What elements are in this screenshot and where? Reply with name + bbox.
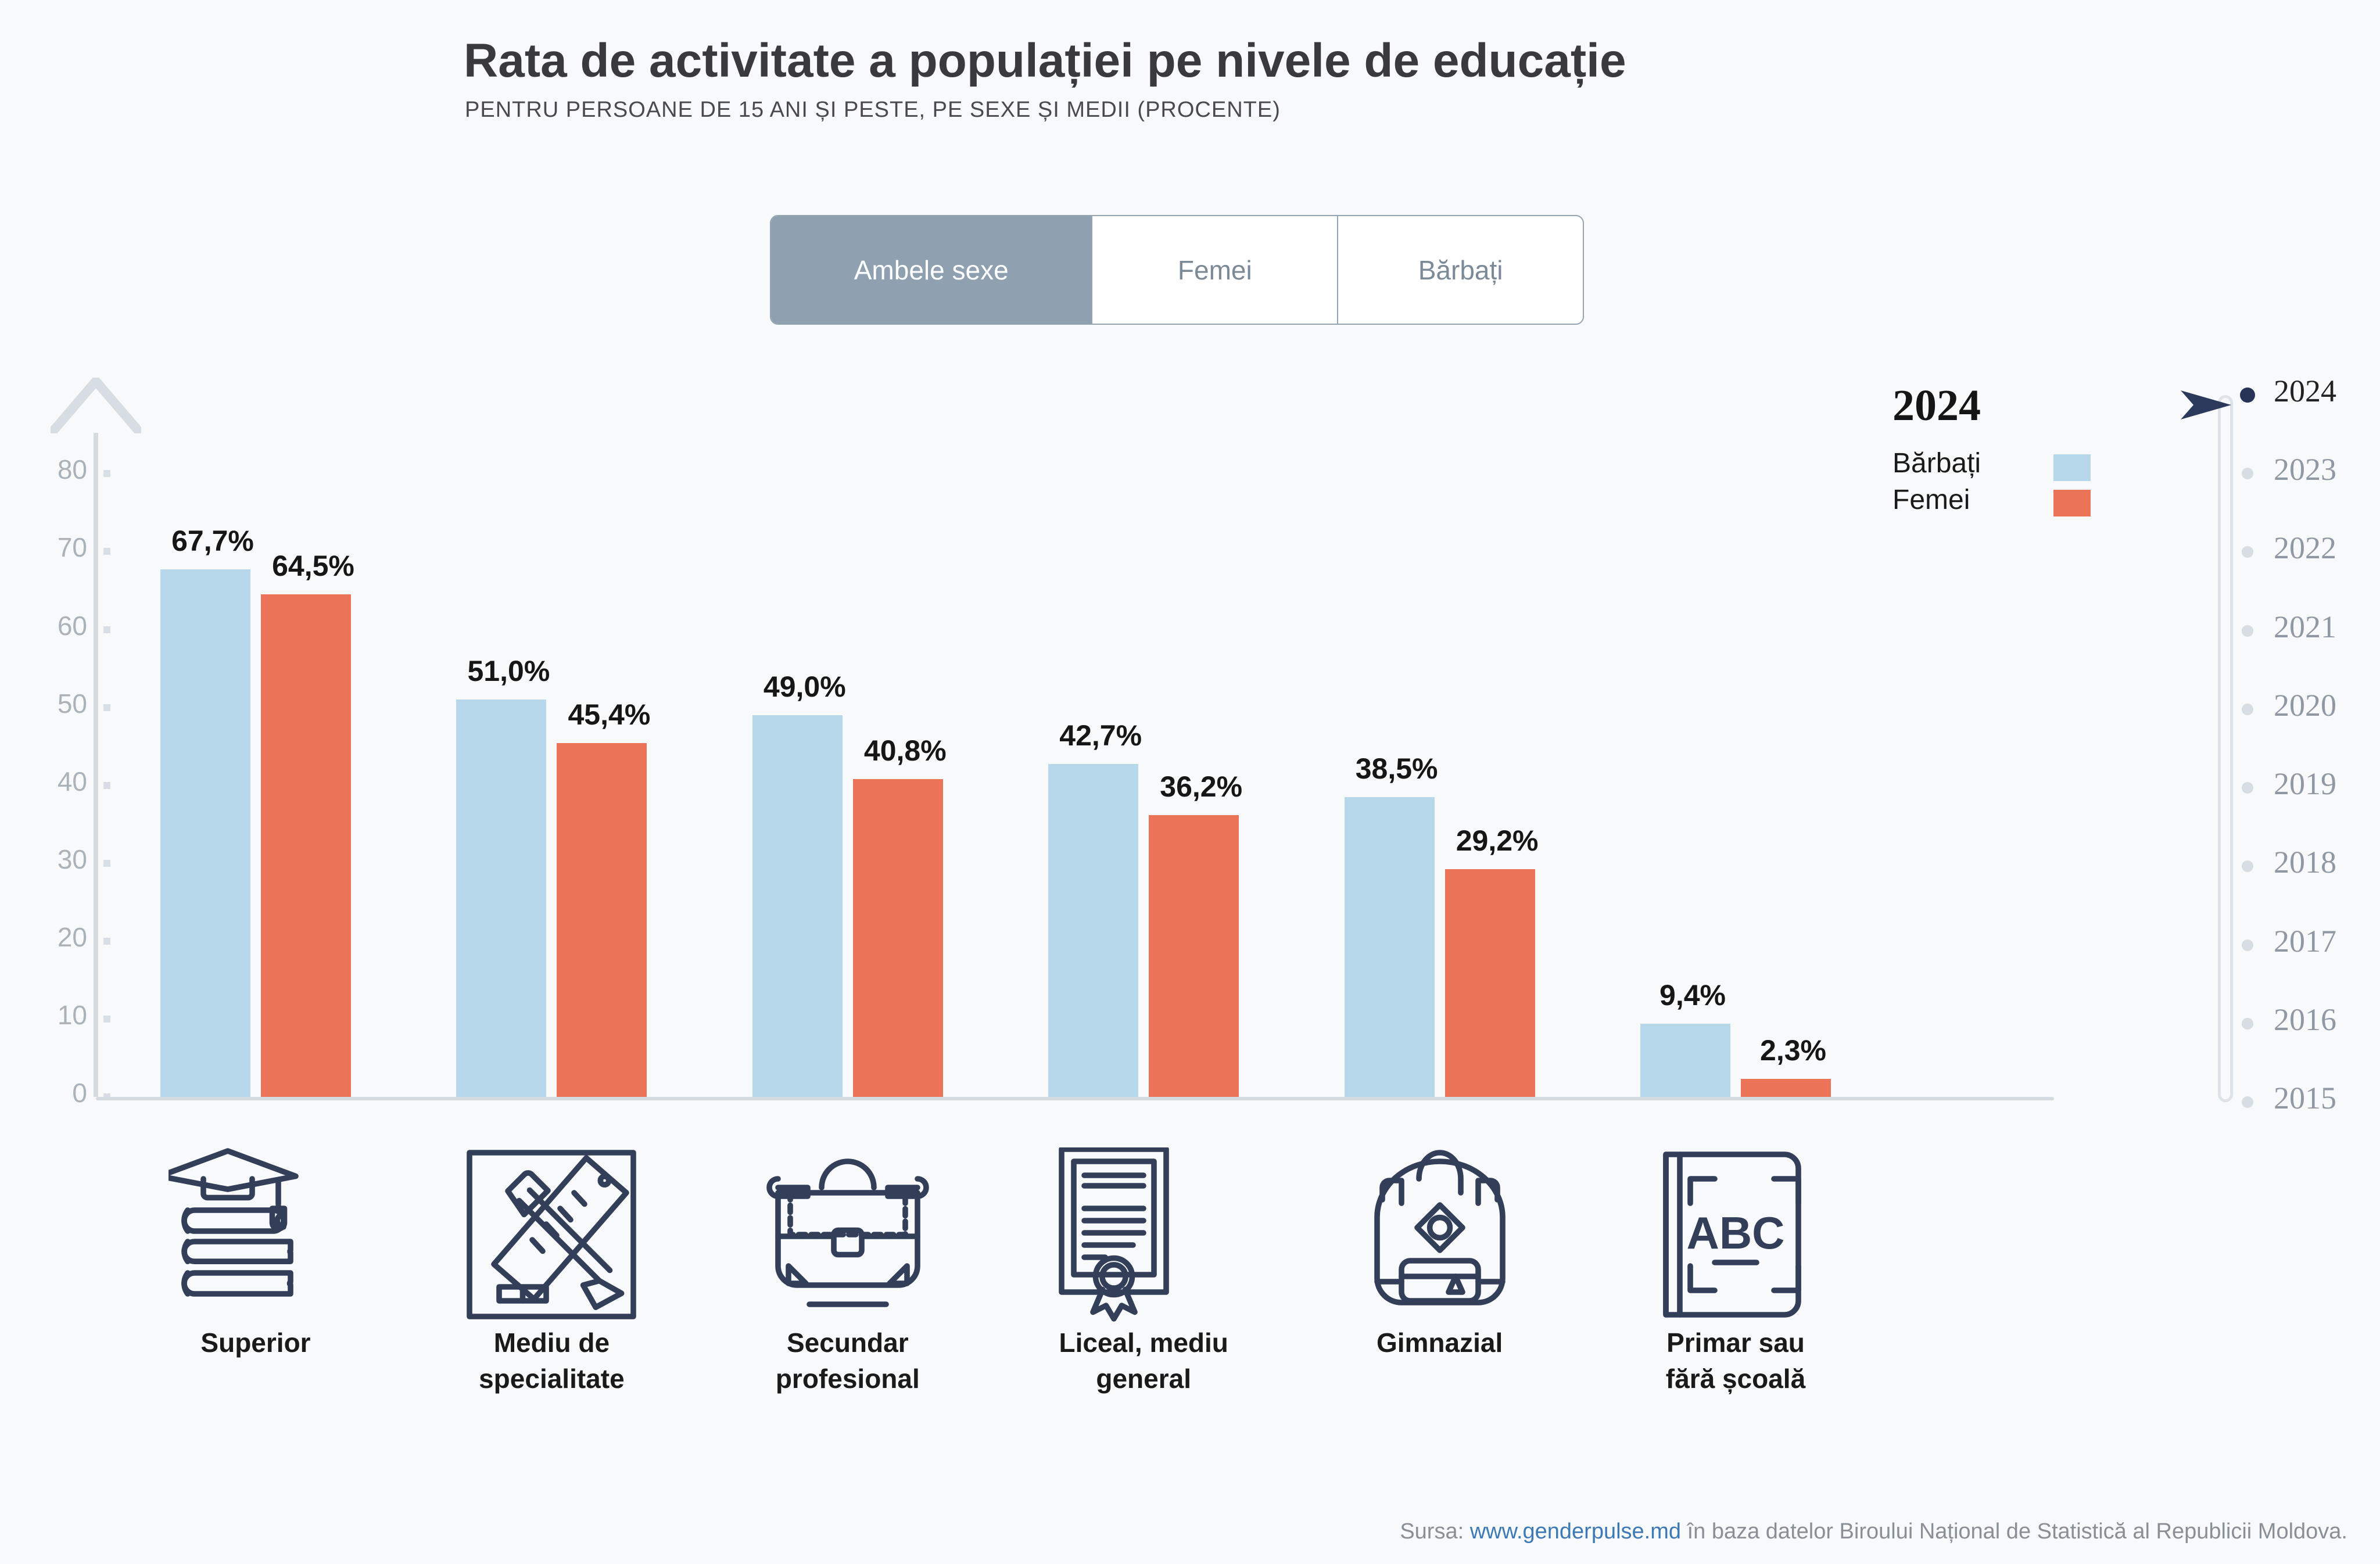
svg-text:ABC: ABC [1687,1207,1785,1258]
